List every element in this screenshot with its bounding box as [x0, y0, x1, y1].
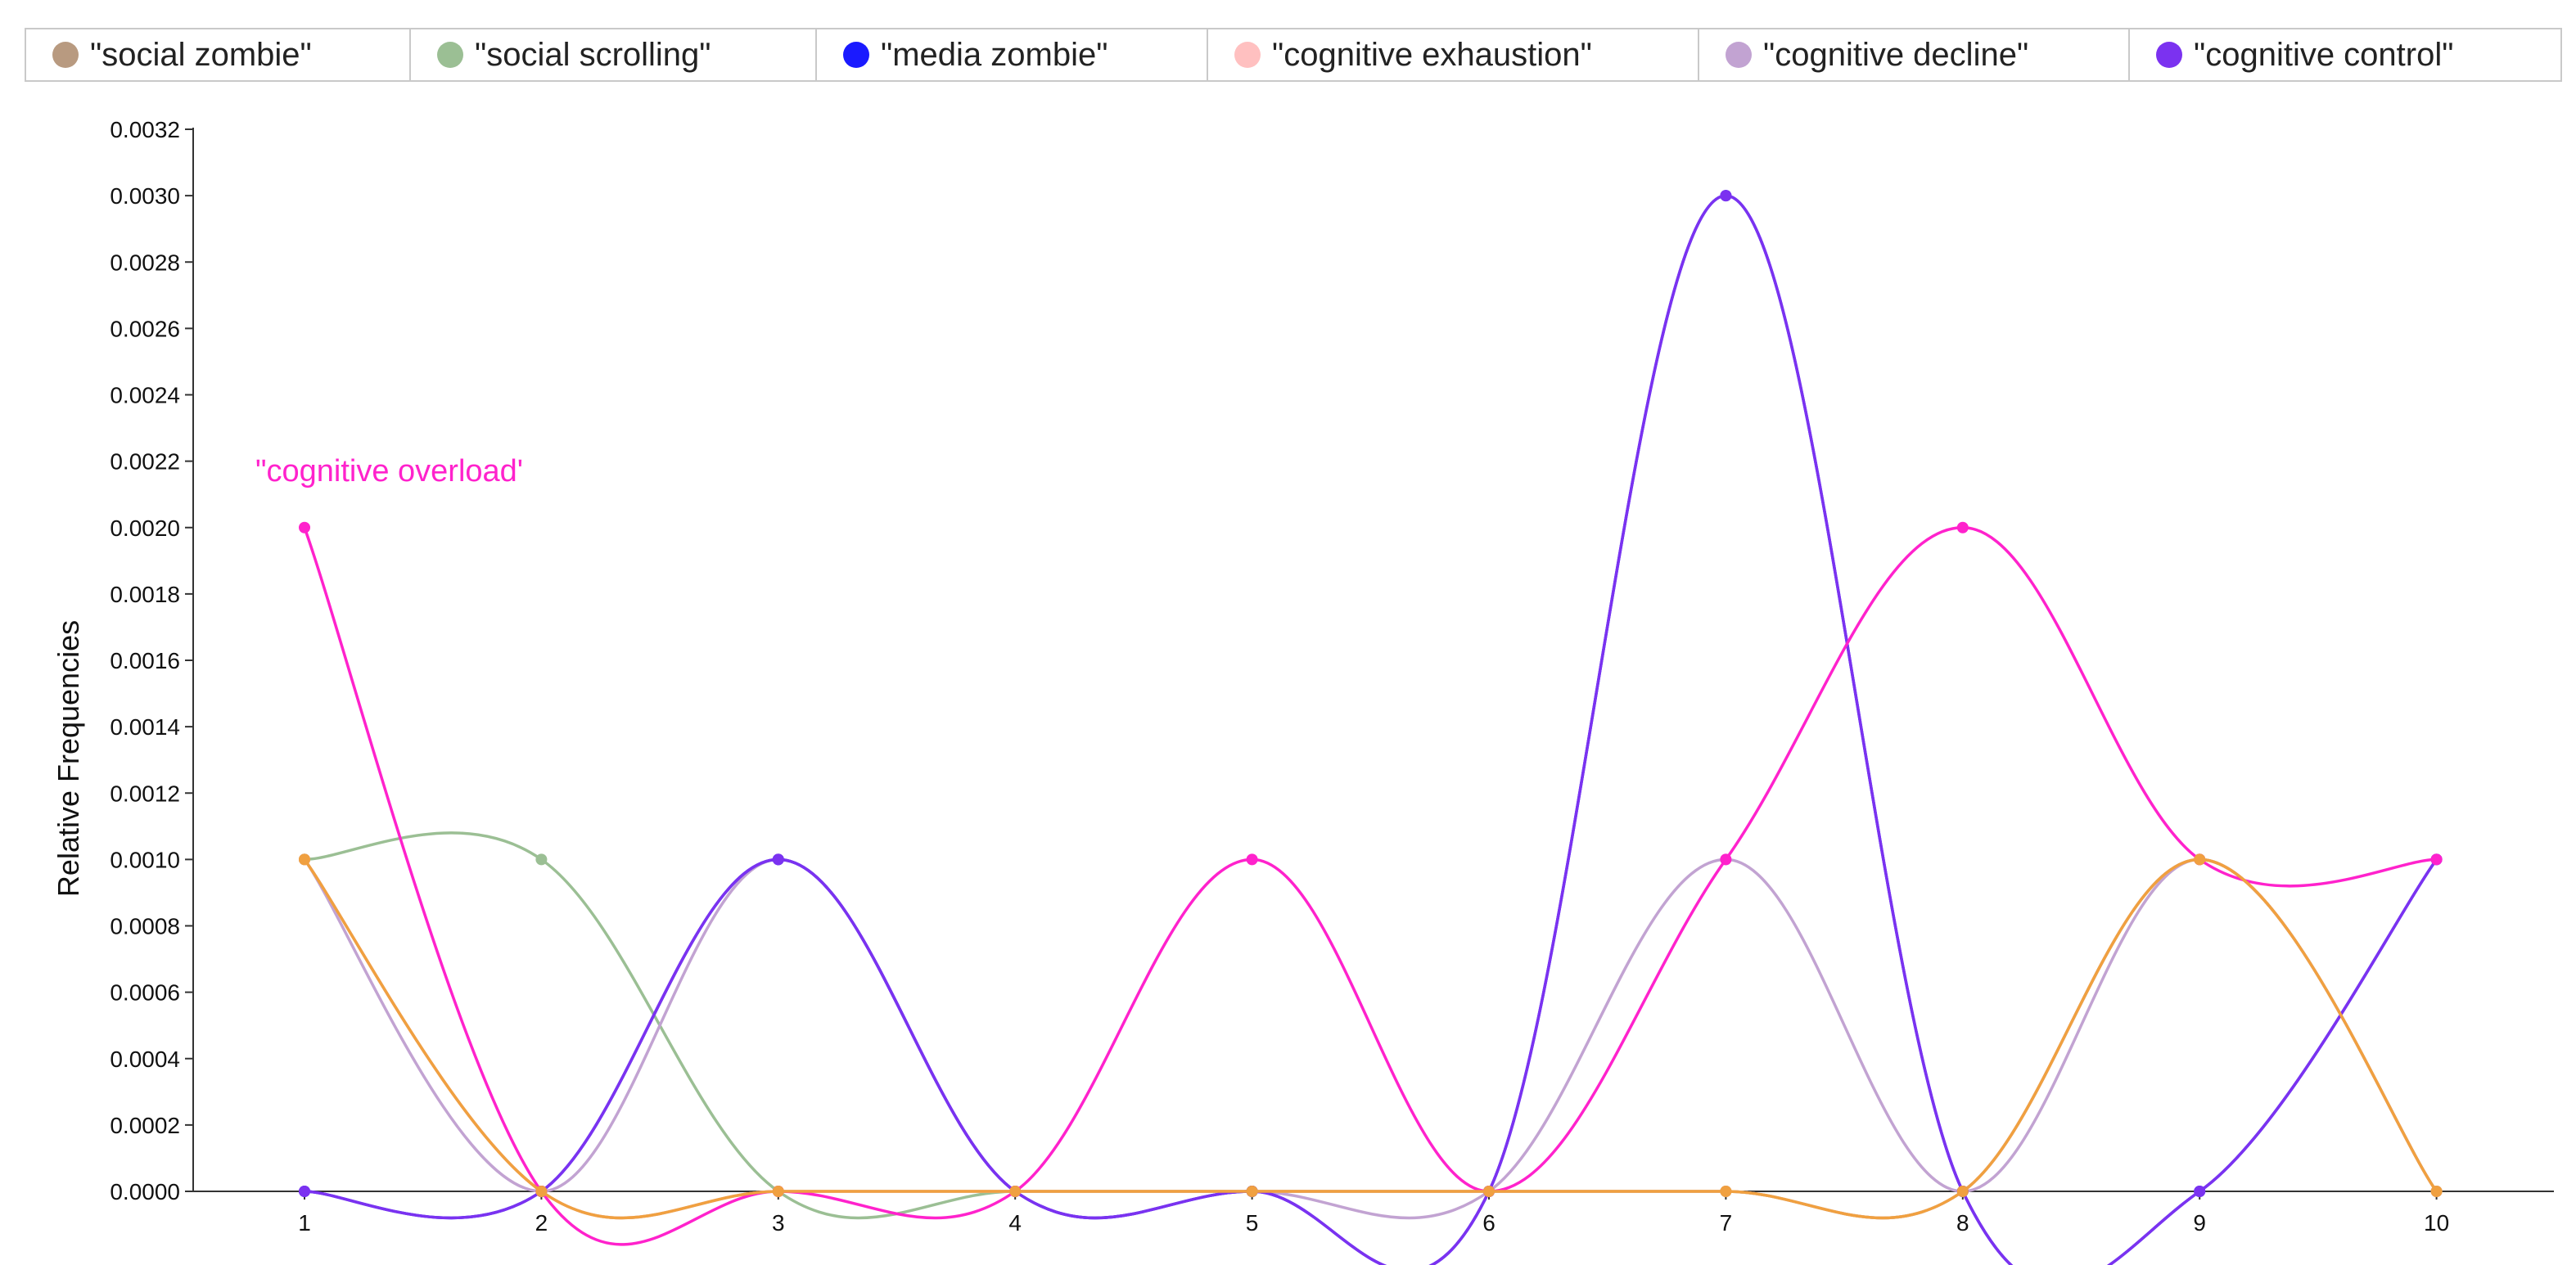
- data-point: [772, 853, 784, 866]
- data-point: [1246, 1186, 1258, 1197]
- x-tick-label: 1: [298, 1210, 311, 1236]
- series-line: [303, 858, 2438, 1220]
- y-tick-label: 0.0022: [110, 449, 180, 475]
- series-line: [303, 858, 2438, 1220]
- x-tick-label: 2: [535, 1210, 548, 1236]
- y-tick-label: 0.0004: [110, 1047, 180, 1072]
- x-tick-label: 7: [1720, 1210, 1733, 1236]
- data-point: [1720, 190, 1732, 202]
- y-tick-label: 0.0024: [110, 383, 180, 408]
- series-line: [303, 858, 2438, 1220]
- x-tick-label: 5: [1246, 1210, 1259, 1236]
- y-tick-label: 0.0032: [110, 117, 180, 142]
- y-tick-label: 0.0010: [110, 847, 180, 872]
- series-line: [304, 194, 2438, 1265]
- legend-item[interactable]: "cognitive exhaustion": [1208, 29, 1699, 80]
- data-point: [1009, 1186, 1022, 1197]
- x-tick-label: 4: [1008, 1210, 1022, 1236]
- legend-dot-icon: [843, 42, 869, 68]
- x-tick-label: 6: [1482, 1210, 1496, 1236]
- legend-item[interactable]: "cognitive control": [2130, 29, 2556, 80]
- data-point: [535, 1186, 548, 1197]
- series-line: [304, 194, 2438, 1265]
- legend-label: "social zombie": [90, 36, 312, 73]
- legend-dot-icon: [52, 42, 79, 68]
- data-point: [2430, 853, 2443, 866]
- y-tick-label: 0.0002: [110, 1113, 180, 1138]
- legend-dot-icon: [1726, 42, 1752, 68]
- y-tick-label: 0.0000: [110, 1179, 180, 1204]
- data-point: [2430, 1186, 2443, 1197]
- x-tick-label: 8: [1956, 1210, 1969, 1236]
- series-line: [303, 525, 2437, 1246]
- data-point: [1956, 521, 1969, 533]
- y-tick-label: 0.0030: [110, 183, 180, 209]
- data-point: [1956, 1186, 1969, 1197]
- data-point: [299, 1186, 310, 1197]
- legend-label: "cognitive control": [2194, 36, 2454, 73]
- chart-legend: "social zombie" "social scrolling" "media …: [25, 28, 2562, 82]
- legend-item[interactable]: "cognitive decline": [1699, 29, 2130, 80]
- data-point: [299, 521, 310, 533]
- series-line: [303, 858, 2438, 1220]
- y-tick-label: 0.0020: [110, 515, 180, 541]
- y-tick-label: 0.0016: [110, 648, 180, 673]
- legend-dot-icon: [1234, 42, 1261, 68]
- data-point: [1720, 1186, 1732, 1197]
- data-point: [2194, 1186, 2206, 1197]
- y-tick-label: 0.0028: [110, 250, 180, 275]
- y-tick-label: 0.0026: [110, 316, 180, 341]
- y-tick-label: 0.0006: [110, 980, 180, 1006]
- y-tick-label: 0.0014: [110, 714, 180, 740]
- legend-item[interactable]: "media zombie": [817, 29, 1208, 80]
- legend-label: "cognitive decline": [1763, 36, 2029, 73]
- legend-label: "cognitive exhaustion": [1272, 36, 1592, 73]
- legend-dot-icon: [2156, 42, 2182, 68]
- legend-dot-icon: [437, 42, 463, 68]
- data-point: [1720, 853, 1732, 866]
- data-point: [1483, 1186, 1495, 1197]
- y-tick-label: 0.0008: [110, 914, 180, 939]
- legend-label: "social scrolling": [475, 36, 711, 73]
- legend-item[interactable]: "social zombie": [26, 29, 411, 80]
- legend-item[interactable]: "social scrolling": [411, 29, 817, 80]
- x-tick-label: 9: [2193, 1210, 2206, 1236]
- x-tick-label: 10: [2424, 1210, 2449, 1236]
- data-point: [772, 1186, 784, 1197]
- data-point: [299, 853, 310, 866]
- data-point: [1246, 853, 1258, 866]
- x-tick-label: 3: [772, 1210, 785, 1236]
- y-tick-label: 0.0018: [110, 582, 180, 607]
- y-tick-label: 0.0012: [110, 781, 180, 806]
- data-point: [2194, 853, 2206, 866]
- data-point: [535, 853, 548, 866]
- y-axis-title: Relative Frequencies: [52, 620, 85, 897]
- legend-label: "media zombie": [881, 36, 1108, 73]
- series-annotation-label: "cognitive overload': [255, 454, 523, 488]
